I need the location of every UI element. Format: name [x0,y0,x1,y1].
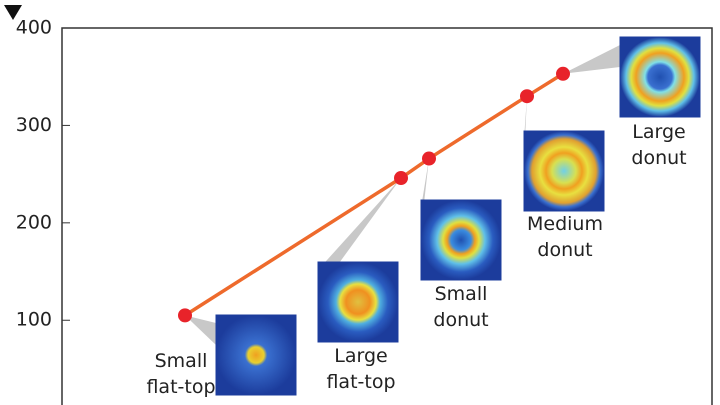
beam-image [523,130,605,212]
point-label: Small flat-top [146,350,216,398]
data-point [178,308,192,323]
connector [563,45,620,74]
beam-image [215,314,297,396]
connector [421,158,429,230]
beam-image [420,199,502,281]
point-label: Large flat-top [326,345,396,393]
y-tick-label: 100 [16,309,52,331]
y-tick-label: 200 [16,211,52,233]
connector [185,315,216,345]
connector [524,96,527,161]
data-point [556,66,570,81]
point-label: Medium donut [527,213,603,261]
frame [61,27,713,405]
data-point [422,151,436,166]
point-label: Large donut [631,121,687,169]
beam-image [619,36,701,118]
axis-arrow [4,5,22,20]
y-tick-label: 300 [16,114,52,136]
data-point [394,171,408,186]
data-point [520,89,534,104]
point-label: Small donut [433,283,489,331]
beam-image [317,261,399,343]
y-tick-label: 400 [16,17,52,39]
